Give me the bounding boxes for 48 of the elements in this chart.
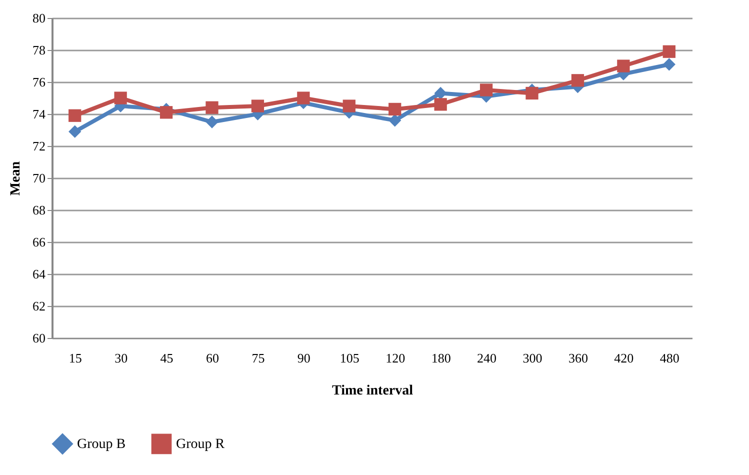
point: [251, 100, 264, 112]
x-axis-title: Time interval: [332, 384, 414, 398]
point: [114, 92, 127, 104]
legend-label: Group B: [77, 436, 126, 452]
point: [617, 60, 630, 72]
y-tick-label: 74: [32, 106, 46, 122]
x-tick-label: 90: [297, 350, 310, 366]
point: [68, 125, 82, 138]
point: [434, 86, 447, 100]
x-tick-label: 240: [477, 350, 497, 366]
point: [297, 92, 310, 104]
x-tick-label: 120: [386, 350, 406, 366]
x-tick-label: 45: [160, 350, 174, 366]
y-tick-label: 64: [32, 266, 46, 282]
x-tick-label: 15: [68, 350, 82, 366]
point: [206, 101, 218, 114]
x-tick-label: 105: [340, 350, 360, 366]
point: [434, 98, 447, 111]
y-axis-title: Mean: [8, 161, 24, 196]
y-tick-label: 78: [32, 42, 46, 58]
x-tick-label: 75: [252, 350, 265, 366]
point: [388, 114, 402, 127]
x-tick-label: 300: [522, 350, 542, 366]
point: [388, 102, 402, 116]
x-tick-label: 30: [114, 350, 128, 366]
point: [526, 86, 538, 100]
point: [662, 45, 676, 58]
point: [662, 58, 676, 71]
legend-label: Group R: [176, 436, 226, 452]
y-tick-label: 62: [32, 298, 46, 314]
x-tick-label: 420: [614, 350, 634, 366]
x-tick-label: 180: [431, 350, 451, 366]
point: [68, 109, 82, 122]
x-tick-label: 480: [660, 350, 680, 366]
point: [571, 74, 584, 87]
point: [342, 100, 356, 112]
point: [480, 84, 493, 96]
point: [206, 116, 218, 128]
y-tick-label: 70: [32, 170, 46, 186]
y-tick-label: 76: [32, 74, 46, 90]
point: [160, 106, 173, 119]
y-tick-label: 66: [32, 234, 46, 250]
y-tick-label: 80: [32, 10, 46, 26]
x-tick-label: 360: [568, 350, 588, 366]
x-tick-label: 60: [206, 350, 219, 366]
y-tick-label: 72: [32, 138, 46, 154]
y-tick-label: 68: [32, 202, 46, 218]
y-tick-label: 60: [32, 330, 46, 346]
